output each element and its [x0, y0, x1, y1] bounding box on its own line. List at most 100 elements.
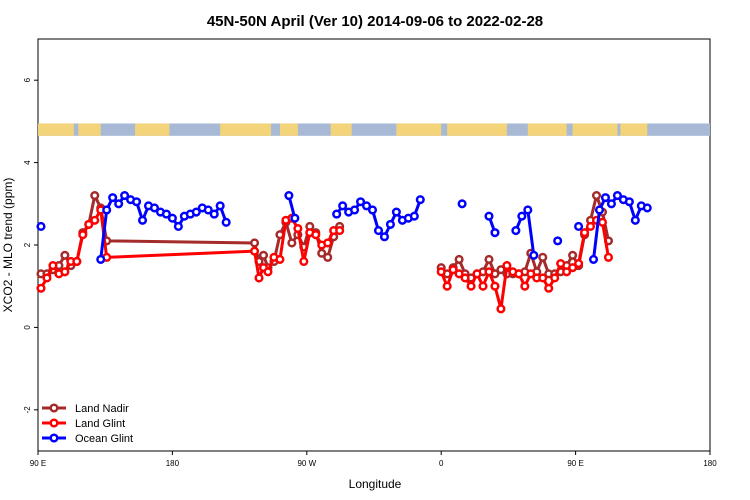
ocean-glint-point	[606, 199, 616, 209]
x-tick-label: 180	[166, 459, 180, 468]
ocean-glint-point	[523, 205, 533, 215]
land-segment	[572, 123, 618, 136]
land-glint-point	[538, 273, 548, 283]
land-nadir-point	[568, 250, 578, 260]
land-nadir-point	[454, 254, 464, 264]
land-glint-point	[48, 261, 58, 271]
land-glint-point	[580, 228, 590, 238]
legend-land-glint-label: Land Glint	[75, 418, 125, 430]
ocean-glint-point	[36, 221, 46, 232]
land-segment	[220, 123, 271, 136]
land-glint-point	[603, 252, 614, 262]
chart-title: 45N-50N April (Ver 10) 2014-09-06 to 202…	[207, 13, 543, 30]
land-glint-point	[311, 230, 321, 240]
land-segment	[330, 123, 352, 136]
y-axis: -2 0 2 4 6	[23, 77, 38, 413]
land-segment	[396, 123, 442, 136]
series-land-nadir	[36, 190, 614, 283]
land-nadir-point	[90, 191, 100, 201]
x-tick-label: 0	[439, 459, 444, 468]
ocean-glint-point	[594, 205, 605, 215]
x-axis-label: Longitude	[349, 477, 402, 491]
land-segment	[527, 123, 567, 136]
land-glint-point	[84, 219, 94, 229]
ocean-glint-point	[642, 203, 652, 213]
land-glint-point	[78, 230, 88, 240]
x-axis: 90 E 180 90 W 0 90 E 180	[30, 451, 717, 468]
ocean-glint-point	[391, 207, 401, 217]
land-glint-point	[544, 283, 554, 293]
ocean-glint-point	[457, 199, 467, 209]
x-tick-label: 90 W	[297, 459, 316, 468]
ocean-glint-point	[137, 215, 148, 225]
ocean-glint-point	[612, 191, 622, 201]
legend-land-nadir-marker	[49, 403, 59, 413]
ocean-glint-point	[588, 254, 599, 264]
ocean-glint-point	[373, 226, 384, 236]
land-nadir-point	[323, 252, 333, 262]
land-segment	[38, 123, 74, 136]
land-glint-point	[520, 281, 530, 291]
ocean-glint-point	[161, 209, 171, 219]
ocean-glint-point	[132, 197, 142, 207]
legend-ocean-glint-marker	[49, 433, 59, 443]
ocean-glint-point	[332, 209, 342, 219]
ocean-glint-point	[484, 211, 494, 221]
y-tick-label: 2	[23, 242, 32, 247]
ocean-glint-point	[209, 209, 219, 219]
ocean-glint-point	[356, 197, 366, 207]
series-land-glint	[36, 205, 614, 314]
ocean-glint-point	[630, 215, 640, 225]
land-glint-point	[502, 261, 512, 271]
series-ocean-glint	[36, 191, 652, 264]
y-tick-label: 0	[23, 325, 32, 330]
ocean-glint-point	[409, 211, 419, 221]
land-nadir-point	[591, 191, 602, 201]
land-glint-point	[454, 269, 464, 279]
land-glint-point	[568, 263, 578, 273]
ocean-glint-point	[96, 254, 106, 264]
y-tick-label: 4	[23, 160, 32, 165]
land-glint-point	[436, 267, 446, 277]
land-nadir-point	[538, 252, 548, 262]
land-glint-point	[550, 273, 560, 283]
land-glint-point	[466, 281, 476, 291]
land-glint-point	[263, 267, 273, 277]
ocean-glint-point	[191, 207, 201, 217]
land-glint-point	[490, 281, 500, 291]
land-nadir-point	[484, 254, 494, 264]
land-glint-point	[299, 256, 309, 267]
land-nadir-point	[496, 265, 506, 275]
land-nadir-point	[249, 238, 260, 248]
land-glint-point	[496, 304, 506, 314]
ocean-glint-point	[215, 201, 225, 211]
land-glint-point	[72, 256, 82, 267]
land-glint-point	[585, 221, 596, 232]
land-glint-point	[254, 273, 264, 283]
ocean-glint-point	[361, 201, 372, 211]
land-glint-point	[484, 267, 494, 277]
land-glint-point	[460, 273, 470, 283]
series-layer	[36, 190, 652, 314]
ocean-glint-point	[338, 201, 348, 211]
ocean-glint-point	[624, 197, 634, 207]
x-tick-label: 180	[703, 459, 717, 468]
legend: Land Nadir Land Glint Ocean Glint	[42, 403, 133, 445]
land-glint-point	[478, 281, 488, 291]
ocean-glint-point	[379, 232, 390, 242]
ocean-glint-point	[149, 203, 160, 213]
ocean-glint-point	[221, 217, 231, 227]
y-tick-label: -2	[23, 406, 32, 414]
land-glint-point	[514, 269, 524, 279]
land-segment	[279, 123, 298, 136]
legend-land-nadir-label: Land Nadir	[75, 403, 129, 415]
ocean-glint-point	[385, 219, 395, 229]
land-glint-point	[597, 217, 608, 227]
land-segment	[620, 123, 648, 136]
ocean-glint-point	[350, 205, 360, 215]
x-tick-label: 90 E	[567, 459, 583, 468]
ocean-glint-point	[290, 213, 300, 223]
land-glint-point	[574, 258, 584, 269]
ocean-glint-point	[490, 228, 500, 238]
